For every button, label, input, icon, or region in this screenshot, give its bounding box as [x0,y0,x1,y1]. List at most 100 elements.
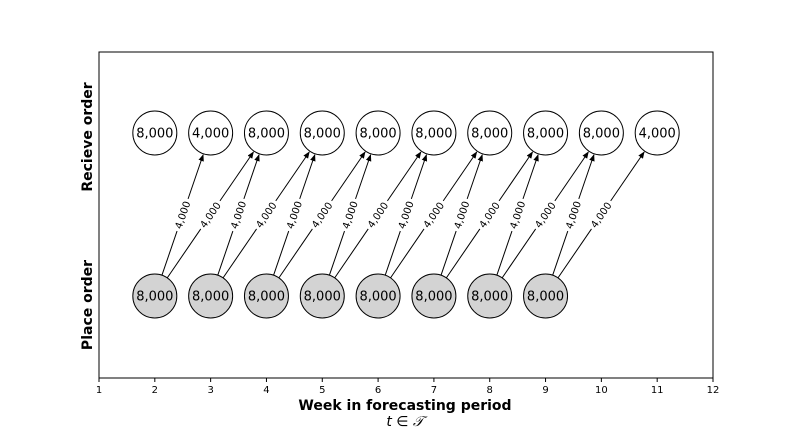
arrow-shaft [387,151,422,202]
arrow-shaft [243,154,260,200]
arrow-shaft [331,151,366,202]
receive-node-circle [578,110,624,156]
place-node: 8,000 [355,273,401,319]
order-arrow: 4,000 [328,154,372,276]
x-tick-label: 12 [707,385,720,396]
x-tick-label: 3 [207,385,213,396]
arrow-label: 4,000 [366,201,391,231]
arrow-label: 4,000 [341,200,361,231]
receive-node: 8,000 [243,110,289,156]
arrow-shaft [273,230,290,276]
place-node-value: 8,000 [527,290,564,305]
order-arrow: 4,000 [217,154,260,276]
order-arrow: 4,000 [440,154,483,276]
arrow-label: 4,000 [453,200,473,231]
place-node-value: 8,000 [248,290,285,305]
place-node-value: 8,000 [136,290,173,305]
receive-node-circle [243,110,289,156]
x-tick-label: 10 [595,385,608,396]
arrow-label: 4,000 [285,200,305,231]
receive-node: 8,000 [467,110,513,156]
receive-node: 4,000 [188,110,234,156]
order-arrow: 4,000 [552,154,595,276]
place-node-circle [132,273,178,319]
order-arrow: 4,000 [161,154,204,276]
arrow-shaft [334,228,369,279]
row-label-receive: Recieve order [80,82,96,191]
x-tick-label: 6 [375,385,381,396]
place-node: 8,000 [299,273,345,319]
receive-node-circle [411,110,457,156]
place-node: 8,000 [523,273,569,319]
arrows: 4,000 4,000 4,000 4,000 4,000 4,000 4,000 4,000… [161,151,645,279]
receive-node: 8,000 [355,110,401,156]
arrow-shaft [610,151,645,202]
arrow-shaft [384,230,401,276]
receive-node: 8,000 [299,110,345,156]
arrow-label: 4,000 [254,201,279,231]
x-tick-label: 11 [651,385,664,396]
arrow-shaft [496,230,513,276]
arrow-shaft [275,151,310,202]
receive-node: 8,000 [132,110,178,156]
place-node-circle [355,273,401,319]
x-axis-ticks: 1 2 3 4 5 6 7 8 9 10 11 12 [96,378,720,396]
receive-node-value: 8,000 [415,127,452,142]
place-node-value: 8,000 [415,290,452,305]
place-node-value: 8,000 [192,290,229,305]
place-node-value: 8,000 [359,290,396,305]
receive-node: 8,000 [578,110,624,156]
arrow-label: 4,000 [564,200,584,231]
arrow-shaft [410,154,428,200]
place-node-value: 8,000 [471,290,508,305]
arrow-shaft [187,154,204,200]
arrow-label: 4,000 [422,201,447,231]
receive-node-value: 8,000 [136,127,173,142]
place-node-value: 8,000 [304,290,341,305]
receive-node-circle [634,110,680,156]
x-tick-label: 1 [96,385,102,396]
receive-node-circle [355,110,401,156]
arrow-shaft [554,151,589,202]
place-node: 8,000 [411,273,457,319]
place-node-circle [243,273,289,319]
receive-node: 8,000 [523,110,569,156]
arrow-shaft [498,151,533,202]
receive-node-value: 8,000 [471,127,508,142]
arrow-shaft [166,228,202,279]
row-label-place: Place order [80,260,96,350]
x-tick-label: 7 [431,385,437,396]
nodes: 8,000 4,000 8,000 8,000 8,000 8,000 8,000 8,000… [132,110,680,319]
receive-node: 8,000 [411,110,457,156]
arrow-shaft [442,151,478,202]
receive-node-value: 4,000 [639,127,676,142]
arrow-label: 4,000 [478,201,503,231]
place-node: 8,000 [467,273,513,319]
receive-node-value: 8,000 [359,127,396,142]
receive-node-value: 8,000 [583,127,620,142]
arrow-shaft [222,228,257,279]
arrow-shaft [445,228,481,279]
arrow-label: 4,000 [199,201,224,231]
receive-node-circle [132,110,178,156]
arrow-label: 4,000 [397,200,417,231]
receive-node-value: 8,000 [304,127,341,142]
arrow-shaft [217,230,234,276]
receive-node-value: 8,000 [248,127,285,142]
arrow-label: 4,000 [533,201,558,231]
arrow-label: 4,000 [509,200,529,231]
x-tick-label: 2 [152,385,158,396]
place-node-circle [299,273,345,319]
order-arrow: 4,000 [384,154,428,276]
arrow-shaft [299,154,316,200]
x-tick-label: 9 [542,385,548,396]
order-arrow: 4,000 [273,154,316,276]
x-tick-label: 8 [487,385,493,396]
place-node: 8,000 [188,273,234,319]
x-axis-math-label: t ∈ 𝒯 [386,414,428,430]
arrow-label: 4,000 [310,201,335,231]
plot-frame [98,51,714,379]
arrow-shaft [278,228,313,279]
receive-node-circle [299,110,345,156]
